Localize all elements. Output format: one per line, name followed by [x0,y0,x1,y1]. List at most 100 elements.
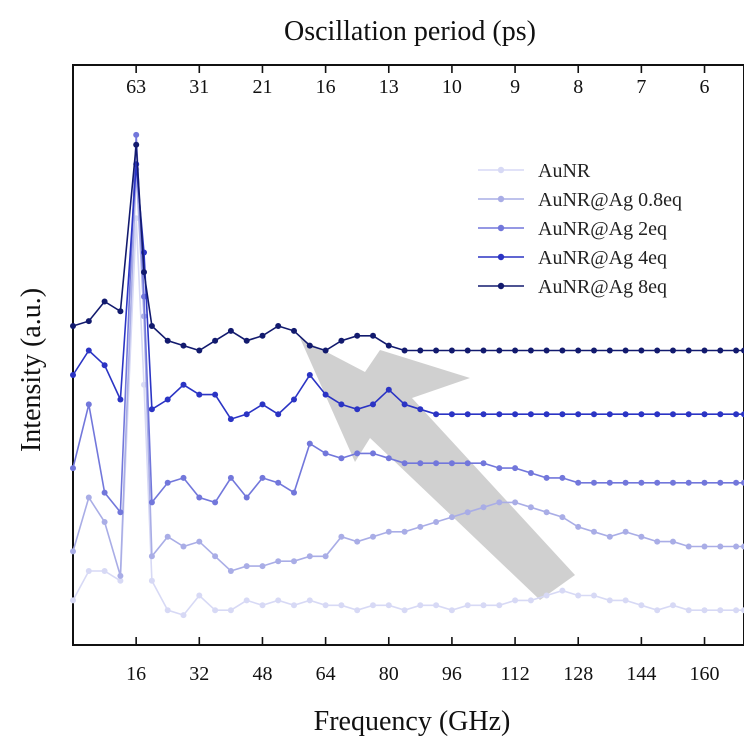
data-point [717,479,724,486]
data-point [354,607,361,614]
data-point [354,406,361,413]
data-point [512,597,519,604]
data-point [701,479,708,486]
data-point [243,411,250,418]
plot-frame [72,64,744,646]
data-point [512,347,519,354]
data-point [117,308,124,315]
data-point [559,474,566,481]
data-point [322,347,329,354]
data-point [606,597,613,604]
data-point [291,396,297,403]
data-point [496,411,503,418]
data-point [101,519,108,525]
bottom-axis-ticks: 16 32 48 64 80 96 112 128 144 160 [126,637,720,685]
data-point [543,347,550,354]
data-point [591,479,597,486]
data-point [448,411,455,418]
data-point [417,406,424,413]
data-point [259,474,266,481]
data-point [480,504,487,511]
data-point [70,465,76,472]
data-point [401,528,408,535]
data-point [685,607,692,614]
data-point [543,474,550,481]
bottom-tick-label: 160 [690,663,720,685]
data-point [496,347,503,354]
legend-label: AuNR [538,160,591,182]
data-point [417,460,424,467]
data-point [480,411,487,418]
data-point [670,538,676,545]
data-point [733,543,740,550]
data-point [417,347,424,354]
data-point [464,509,471,516]
legend-marker [497,166,505,174]
legend-marker [497,282,505,290]
data-point [164,607,171,614]
bottom-tick-label: 64 [316,663,336,685]
data-point [527,347,534,354]
data-point [385,528,392,535]
bottom-tick-label: 144 [626,663,656,685]
data-point [591,411,597,418]
top-tick-label: 10 [442,76,462,98]
data-point [101,362,108,369]
data-point [717,347,724,354]
legend-label: AuNR@Ag 4eq [538,247,667,269]
x-axis-title: Frequency (GHz) [314,706,511,737]
series-group [70,131,744,619]
data-point [733,347,740,354]
data-point [354,450,361,457]
data-point [385,602,392,609]
data-point [212,553,219,560]
top-tick-label: 13 [379,76,399,98]
data-point [275,597,282,604]
data-point [196,391,203,398]
data-point [180,543,187,550]
data-point [212,391,219,398]
data-point [148,499,155,506]
data-point [733,607,740,614]
data-point [496,602,503,609]
data-point [433,411,440,418]
data-point [433,602,440,609]
data-point [733,411,740,418]
data-point [322,450,329,457]
legend-label: AuNR@Ag 0.8eq [538,189,682,211]
data-point [259,332,266,339]
data-point [196,347,203,354]
data-point [638,533,645,540]
y-axis-title: Intensity (a.u.) [16,288,47,452]
legend-label: AuNR@Ag 2eq [538,218,667,240]
data-point [670,602,676,609]
data-point [622,597,629,604]
data-point [148,553,155,560]
data-point [322,391,329,398]
data-point [227,416,234,423]
data-point [527,470,534,476]
data-point [670,411,676,418]
bottom-tick-label: 48 [252,663,272,685]
data-point [741,411,744,418]
data-point [385,455,392,462]
data-point [227,474,234,481]
bottom-tick-label: 96 [442,663,462,685]
data-point [370,401,376,408]
data-point [701,347,708,354]
data-point [527,411,534,418]
data-point [370,450,376,457]
data-point [338,455,345,462]
data-point [385,342,392,349]
data-point [259,602,266,609]
data-point [575,592,582,599]
data-point [180,381,187,388]
data-point [543,411,550,418]
data-point [701,607,708,614]
bottom-tick-label: 16 [126,663,146,685]
data-point [622,411,629,418]
data-point [464,460,471,467]
data-point [101,298,108,305]
data-point [70,548,76,555]
data-point [133,141,140,148]
